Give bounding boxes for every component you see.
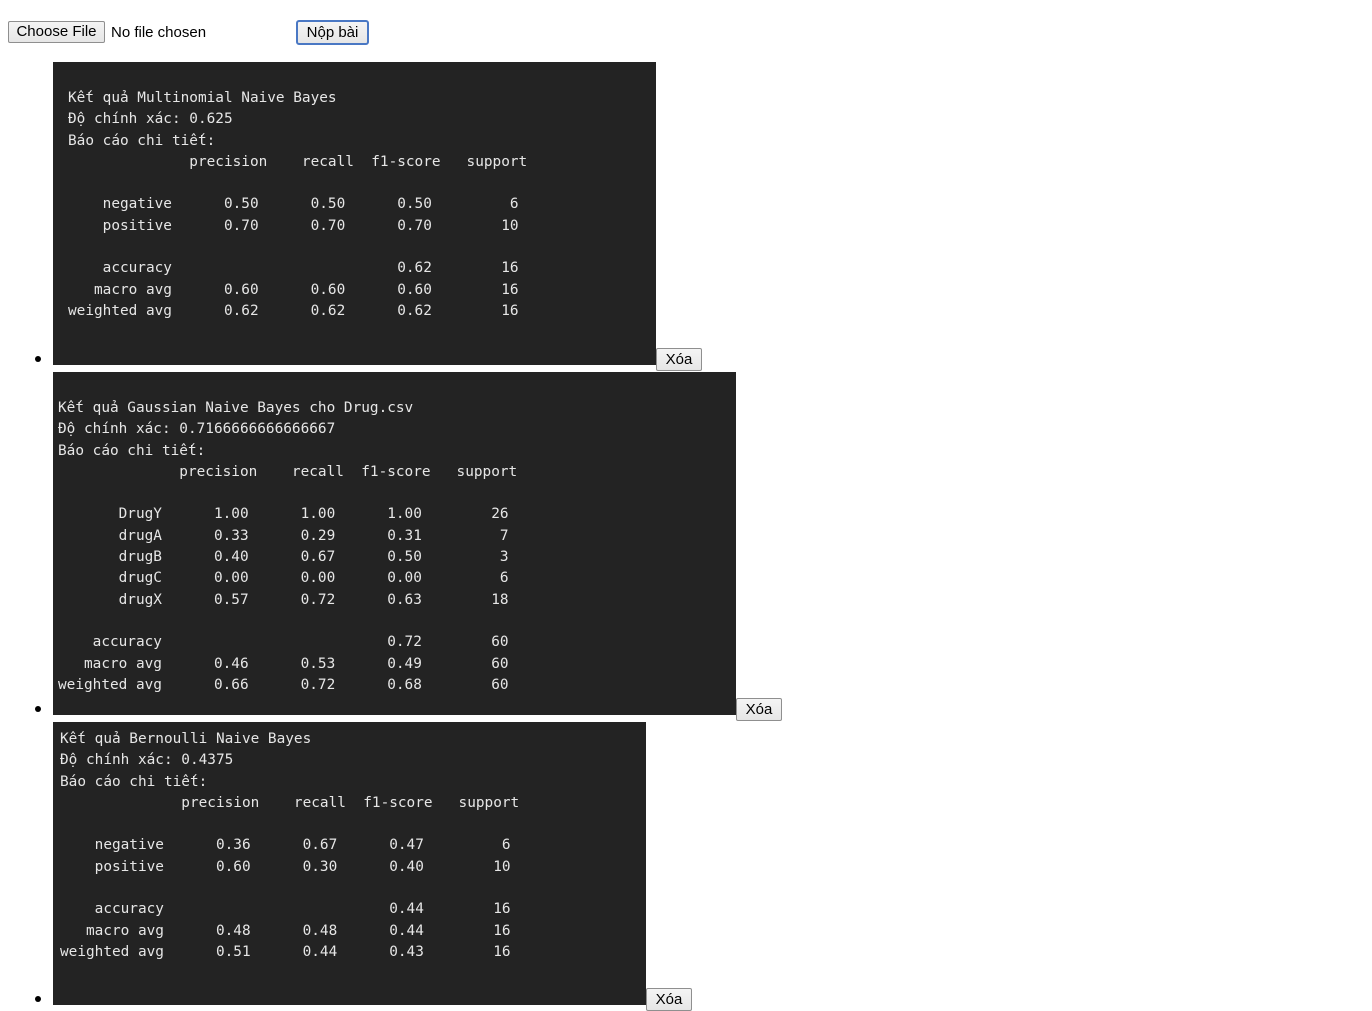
file-status-text: No file chosen: [111, 24, 207, 41]
bullet-icon: [35, 706, 41, 712]
result-panel: Kết quả Bernoulli Naive Bayes Độ chính x…: [53, 722, 646, 1005]
delete-button[interactable]: Xóa: [736, 698, 782, 721]
bullet-icon: [35, 996, 41, 1002]
classification-report: Kết quả Multinomial Naive Bayes Độ chính…: [68, 90, 528, 319]
submit-button[interactable]: Nộp bài: [296, 20, 369, 45]
bullet-icon: [35, 356, 41, 362]
choose-file-button[interactable]: Choose File: [8, 21, 105, 43]
classification-report: Kết quả Gaussian Naive Bayes cho Drug.cs…: [58, 400, 518, 693]
delete-button[interactable]: Xóa: [646, 988, 692, 1011]
delete-button[interactable]: Xóa: [656, 348, 702, 371]
result-panel: Kết quả Multinomial Naive Bayes Độ chính…: [53, 62, 656, 365]
classification-report: Kết quả Bernoulli Naive Bayes Độ chính x…: [60, 731, 520, 960]
upload-form: Choose File No file chosen Nộp bài: [8, 20, 408, 45]
result-panel: Kết quả Gaussian Naive Bayes cho Drug.cs…: [53, 372, 736, 715]
